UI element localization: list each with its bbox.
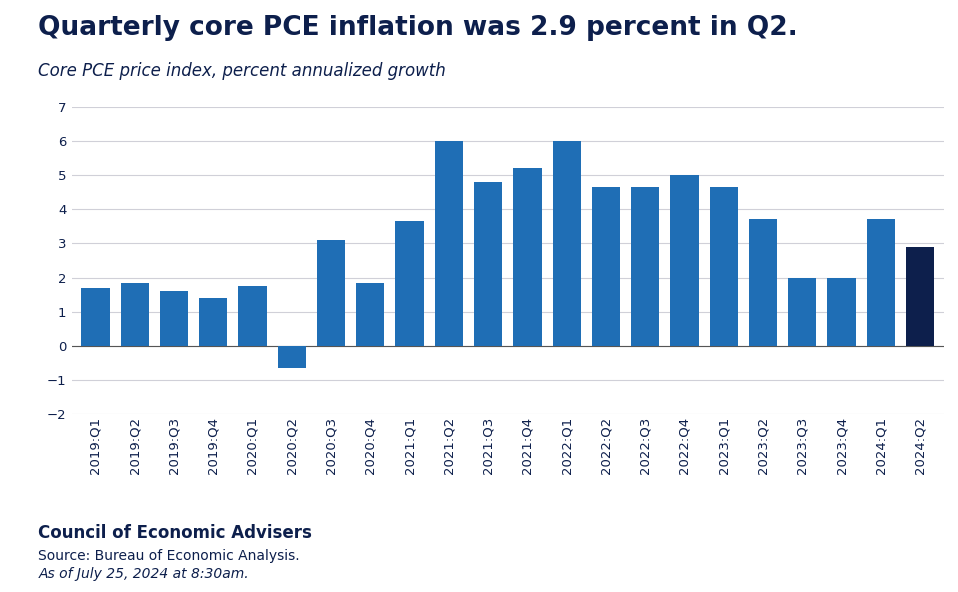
Text: Core PCE price index, percent annualized growth: Core PCE price index, percent annualized… <box>38 62 446 80</box>
Bar <box>553 141 581 346</box>
Bar <box>356 283 384 346</box>
Bar <box>317 240 345 346</box>
Bar <box>906 247 934 346</box>
Bar <box>749 220 777 346</box>
Bar <box>239 286 266 346</box>
Bar <box>513 168 541 346</box>
Bar <box>474 182 502 346</box>
Bar <box>396 221 423 346</box>
Bar <box>788 278 816 346</box>
Bar <box>278 346 306 368</box>
Bar <box>160 291 188 346</box>
Text: Quarterly core PCE inflation was 2.9 percent in Q2.: Quarterly core PCE inflation was 2.9 per… <box>38 15 798 41</box>
Bar <box>671 175 698 346</box>
Bar <box>121 283 148 346</box>
Bar <box>828 278 855 346</box>
Bar <box>199 298 227 346</box>
Text: As of July 25, 2024 at 8:30am.: As of July 25, 2024 at 8:30am. <box>38 567 249 581</box>
Bar <box>592 187 620 346</box>
Bar <box>631 187 659 346</box>
Bar <box>867 220 895 346</box>
Bar <box>435 141 463 346</box>
Text: Source: Bureau of Economic Analysis.: Source: Bureau of Economic Analysis. <box>38 549 300 564</box>
Text: Council of Economic Advisers: Council of Economic Advisers <box>38 524 312 542</box>
Bar <box>710 187 738 346</box>
Bar <box>81 288 109 346</box>
